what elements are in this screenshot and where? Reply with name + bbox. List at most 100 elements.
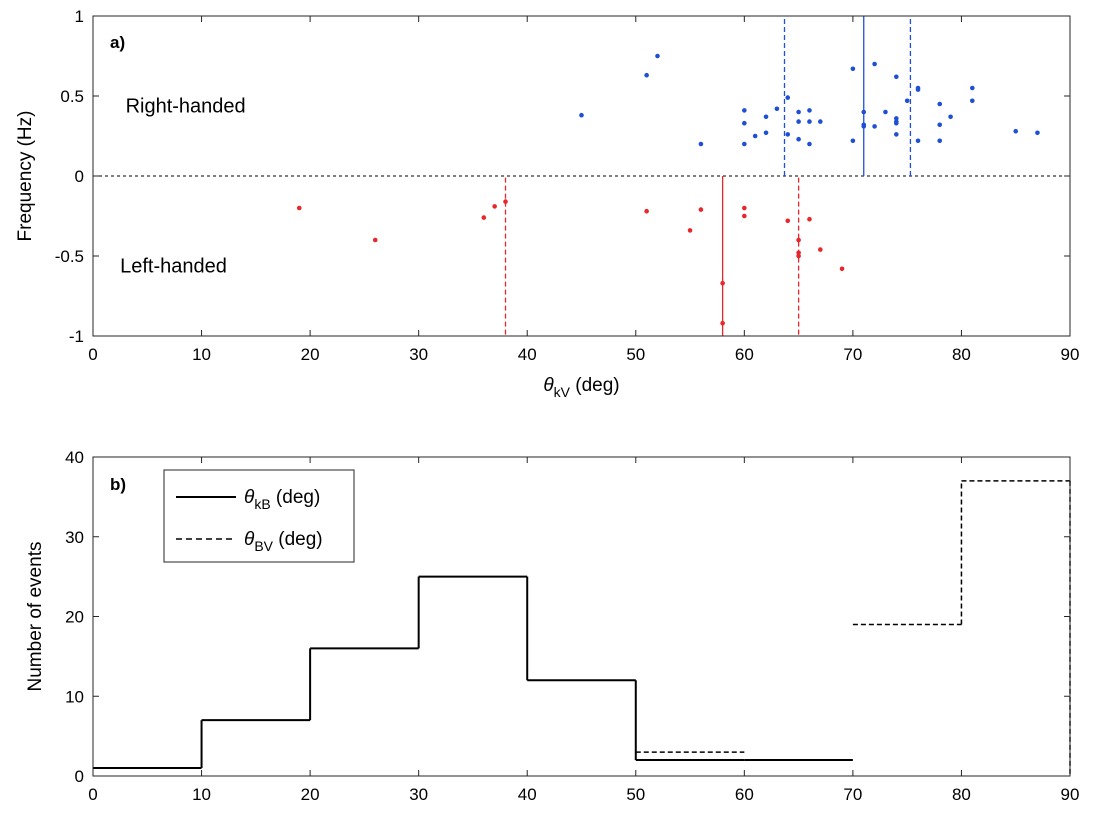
right-handed-point-6 [742, 141, 747, 147]
a-x-tick-label-9: 90 [1061, 345, 1080, 364]
right-handed-point-37 [937, 101, 943, 107]
right-handed-annotation: Right-handed [126, 96, 246, 118]
right-handed-point-1 [644, 72, 649, 78]
b-x-tick-label-2: 20 [301, 785, 320, 804]
b-x-tick-label-5: 50 [626, 785, 645, 804]
a-y-tick-label-1: -0.5 [55, 247, 84, 266]
left-handed-point-13 [796, 237, 801, 243]
legend-bv-unit: (deg) [273, 529, 323, 550]
panel-b-histogram: 0 10 20 30 40 50 60 70 80 90 0 10 20 30 40 b) Number o… [25, 448, 1079, 804]
b-y-tick-label-4: 40 [65, 448, 84, 467]
right-handed-point-28 [894, 74, 899, 80]
legend-box [163, 469, 355, 563]
a-x-tick-label-5: 50 [626, 345, 645, 364]
right-handed-point-2 [655, 53, 660, 59]
panel-b-legend: θkB (deg) θ BV (deg) [163, 469, 355, 563]
right-handed-point-8 [763, 130, 769, 136]
a-x-tick-label-7: 70 [843, 345, 862, 364]
left-handed-point-8 [720, 280, 725, 286]
x-axis-subscript: kV [554, 384, 571, 400]
right-handed-point-19 [818, 119, 823, 124]
right-handed-point-38 [937, 122, 943, 128]
left-handed-point-5 [644, 208, 649, 214]
left-handed-point-17 [818, 247, 823, 252]
a-x-tick-label-4: 40 [518, 345, 537, 364]
b-y-tick-label-1: 10 [65, 687, 84, 706]
a-x-tick-label-3: 30 [409, 345, 428, 364]
right-handed-point-10 [774, 106, 780, 112]
right-handed-point-31 [894, 120, 899, 126]
right-handed-point-24 [861, 124, 867, 129]
x-axis-symbol: θ [543, 375, 554, 396]
left-handed-point-1 [372, 237, 378, 243]
left-handed-point-15 [796, 253, 801, 259]
right-handed-point-12 [785, 132, 791, 137]
right-handed-point-20 [850, 66, 856, 72]
a-y-tick-label-0: -1 [69, 327, 84, 346]
b-x-tick-label-0: 0 [88, 785, 97, 804]
right-handed-point-9 [763, 114, 769, 120]
right-handed-point-36 [915, 138, 921, 144]
b-y-tick-label-2: 20 [65, 608, 84, 627]
legend-entry-kb: θkB (deg) [244, 487, 320, 512]
right-handed-point-0 [579, 112, 584, 118]
a-y-tick-label-3: 0.5 [60, 87, 84, 106]
right-handed-point-3 [698, 141, 704, 147]
a-y-tick-label-4: 1 [75, 7, 84, 26]
right-handed-point-29 [894, 116, 899, 121]
left-handed-point-9 [720, 320, 725, 326]
b-y-tick-label-0: 0 [75, 767, 84, 786]
legend-kb-symbol: θ [244, 487, 255, 508]
left-handed-point-2 [481, 215, 487, 220]
panel-a-x-axis-label: θkV (deg) [543, 375, 619, 400]
b-y-tick-label-3: 30 [65, 528, 84, 547]
panel-a-ticks: 0 10 20 30 40 50 60 70 80 90 -1 -0.5 0 0.5 1 [55, 7, 1080, 364]
panel-b-label: b) [110, 475, 126, 494]
right-handed-point-21 [850, 138, 856, 144]
b-x-tick-label-6: 60 [735, 785, 754, 804]
right-handed-point-14 [796, 119, 801, 124]
b-x-tick-label-7: 70 [843, 785, 862, 804]
panel-b-y-axis-label: Number of events [25, 542, 46, 692]
right-handed-point-13 [796, 109, 801, 115]
right-handed-point-42 [970, 98, 975, 104]
left-handed-annotation: Left-handed [120, 256, 227, 278]
right-handed-point-39 [937, 138, 943, 144]
legend-kb-subscript: kB [254, 496, 270, 512]
b-x-tick-label-1: 10 [192, 785, 211, 804]
right-handed-point-41 [970, 85, 975, 91]
b-x-tick-label-9: 90 [1061, 785, 1080, 804]
x-axis-unit: (deg) [570, 375, 620, 396]
right-handed-point-22 [861, 109, 867, 115]
a-x-tick-label-0: 0 [88, 345, 97, 364]
left-handed-point-4 [503, 199, 508, 204]
legend-bv-subscript: BV [254, 538, 273, 554]
right-handed-point-16 [807, 108, 812, 113]
panel-a-label: a) [110, 33, 125, 52]
right-handed-point-33 [904, 98, 910, 104]
b-x-tick-label-4: 40 [518, 785, 537, 804]
right-handed-point-43 [1013, 128, 1019, 134]
left-handed-point-7 [698, 207, 704, 212]
right-handed-point-25 [872, 61, 877, 67]
left-handed-point-0 [296, 205, 302, 211]
left-handed-point-18 [839, 266, 845, 272]
right-handed-point-40 [948, 114, 953, 120]
b-x-tick-label-8: 80 [952, 785, 971, 804]
right-handed-point-5 [742, 120, 747, 126]
a-x-tick-label-1: 10 [192, 345, 211, 364]
left-handed-point-11 [742, 213, 747, 219]
left-handed-point-10 [742, 205, 747, 211]
a-y-tick-label-2: 0 [75, 167, 84, 186]
right-handed-point-17 [807, 119, 812, 124]
panel-b-ticks: 0 10 20 30 40 50 60 70 80 90 0 10 20 30 40 [65, 448, 1079, 804]
left-handed-point-3 [492, 204, 497, 209]
right-handed-point-4 [742, 108, 747, 113]
right-handed-point-32 [894, 132, 899, 137]
right-handed-point-7 [752, 133, 758, 139]
b-x-tick-label-3: 30 [409, 785, 428, 804]
panel-a-y-axis-label: Frequency (Hz) [15, 111, 36, 242]
left-handed-point-12 [785, 218, 791, 224]
right-handed-point-27 [883, 109, 888, 115]
